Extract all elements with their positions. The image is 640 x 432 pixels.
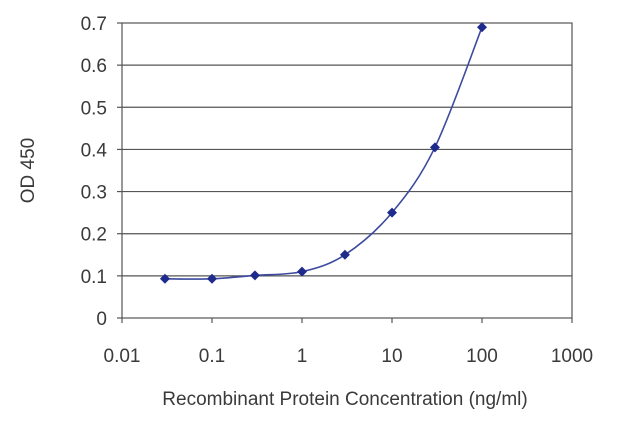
x-tick-label: 10 bbox=[381, 346, 402, 367]
x-tick-label: 100 bbox=[466, 346, 498, 367]
plot-frame bbox=[121, 22, 573, 319]
data-point bbox=[387, 207, 397, 218]
y-tick-label: 0.6 bbox=[81, 56, 107, 77]
y-tick-label: 0.1 bbox=[81, 267, 107, 288]
x-tick-label: 1000 bbox=[551, 346, 593, 367]
data-point bbox=[297, 266, 307, 277]
y-axis-ticks: 0 0.1 0.2 0.3 0.4 0.5 0.6 0.7 bbox=[81, 14, 122, 330]
x-tick-label: 1 bbox=[297, 346, 308, 367]
y-tick-label: 0 bbox=[96, 309, 107, 330]
data-point bbox=[429, 142, 440, 153]
y-tick-label: 0.3 bbox=[81, 183, 107, 204]
x-axis-title: Recombinant Protein Concentration (ng/ml… bbox=[162, 389, 527, 410]
y-tick-label: 0.4 bbox=[81, 140, 108, 161]
x-tick-label: 0.01 bbox=[104, 346, 141, 367]
y-tick-label: 0.5 bbox=[81, 98, 107, 119]
data-point bbox=[159, 273, 170, 284]
data-points bbox=[159, 22, 487, 284]
data-point bbox=[207, 273, 217, 284]
data-point bbox=[249, 270, 260, 281]
y-tick-label: 0.2 bbox=[81, 225, 107, 246]
grid-lines bbox=[122, 64, 572, 277]
y-axis-title: OD 450 bbox=[18, 138, 39, 203]
x-tick-label: 0.1 bbox=[199, 346, 225, 367]
x-axis-ticks: 0.01 0.1 1 10 100 1000 bbox=[104, 318, 593, 367]
y-tick-label: 0.7 bbox=[81, 14, 107, 35]
data-point bbox=[477, 22, 487, 33]
series-line bbox=[164, 26, 483, 280]
data-point bbox=[339, 249, 350, 260]
